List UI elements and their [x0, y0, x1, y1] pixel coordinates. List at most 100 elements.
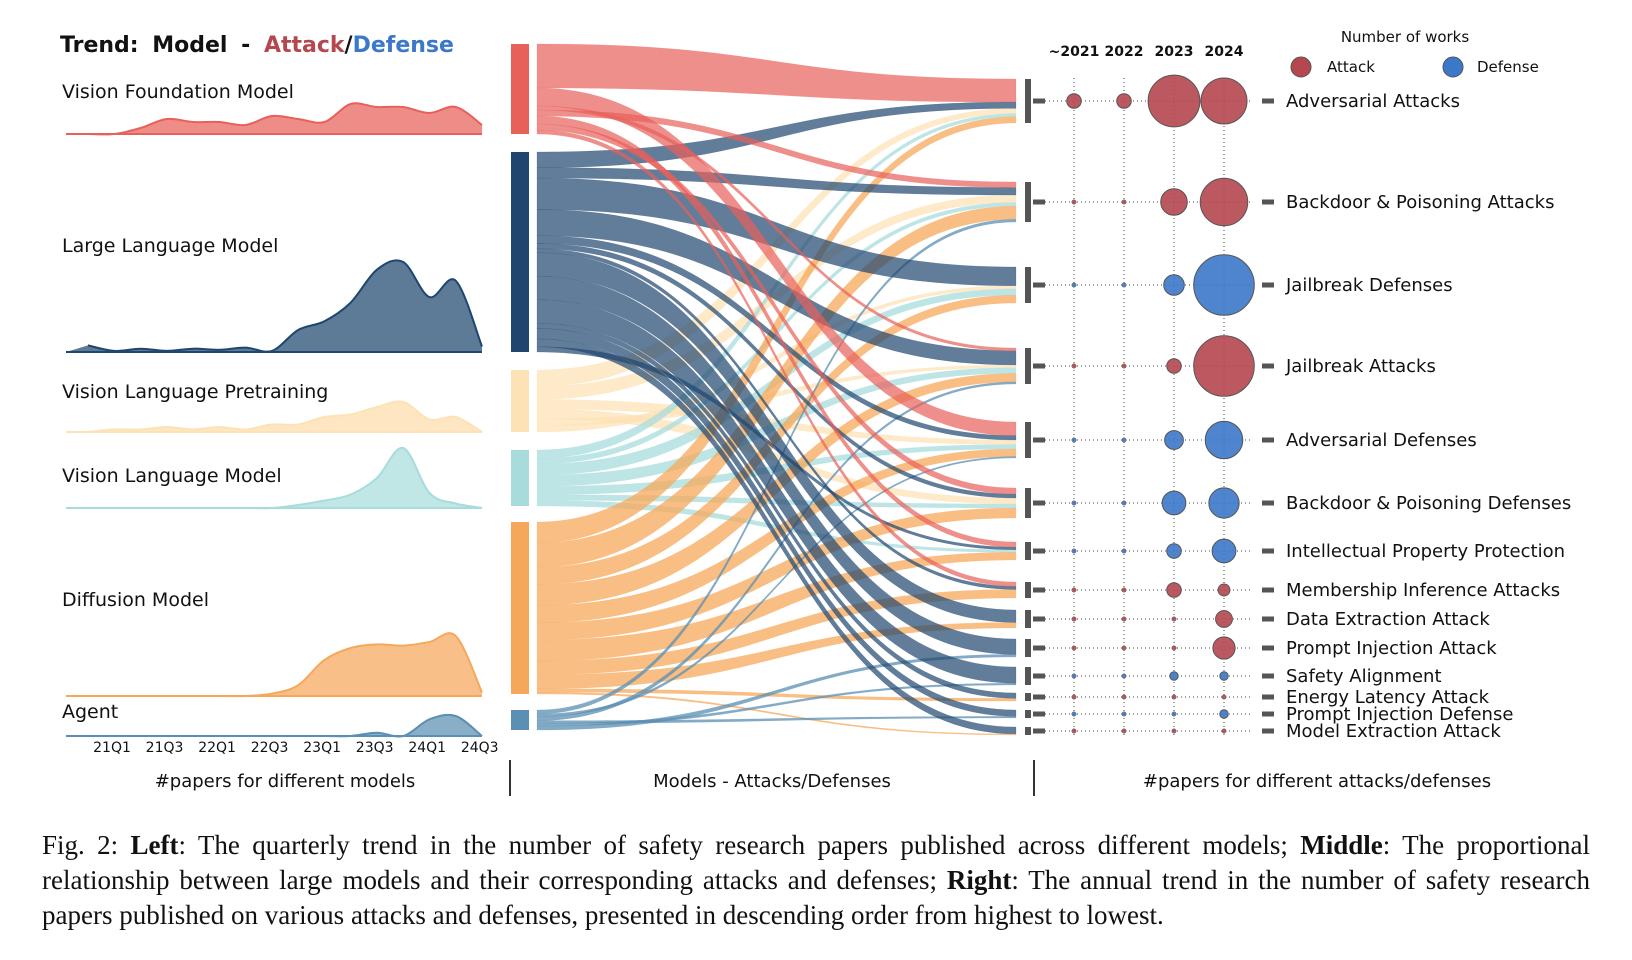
- category-node-prompt-injection-attack: [1025, 639, 1031, 657]
- category-tick: [1262, 616, 1274, 622]
- bubble-prompt-injection-attack: [1121, 645, 1127, 651]
- category-label-backdoor-poisoning-defenses: Backdoor & Poisoning Defenses: [1286, 493, 1571, 514]
- bubble-energy-latency-attack: [1171, 694, 1177, 700]
- sankey-flow-diffusion-model: [536, 622, 1017, 690]
- sankey-flow-agent: [536, 682, 1017, 727]
- bubble-membership-inference-attacks: [1071, 587, 1077, 593]
- sankey-source-diffusion-model: [511, 522, 529, 694]
- category-tick: [1262, 199, 1274, 205]
- bubble-adversarial-attacks: [1116, 93, 1132, 109]
- category-label-intellectual-property-protection: Intellectual Property Protection: [1286, 541, 1565, 562]
- category-label-jailbreak-attacks: Jailbreak Attacks: [1285, 356, 1436, 377]
- legend-defense-label: Defense: [1477, 58, 1539, 76]
- bubble-safety-alignment: [1169, 671, 1179, 681]
- bubble-prompt-injection-defense: [1219, 709, 1229, 719]
- left-trend-panel: Vision Foundation Model Large Language Mo…: [62, 81, 499, 756]
- bubble-prompt-injection-attack: [1071, 645, 1077, 651]
- model-label-vision-language-pretraining: Vision Language Pretraining: [62, 381, 328, 403]
- sankey-source-vision-language-pretraining: [511, 370, 529, 432]
- bubble-adversarial-attacks: [1200, 77, 1248, 125]
- trend-area-large-language-model: [66, 260, 482, 352]
- category-tick: [1033, 728, 1045, 734]
- category-label-model-extraction-attack: Model Extraction Attack: [1286, 721, 1501, 742]
- bubble-backdoor-poisoning-attacks: [1071, 199, 1077, 205]
- sankey-flow-vision-foundation-model: [536, 43, 1017, 103]
- bubble-membership-inference-attacks: [1121, 587, 1127, 593]
- bubble-legend: Number of works Attack Defense: [1290, 28, 1539, 78]
- category-node-jailbreak-defenses: [1025, 267, 1031, 303]
- category-tick: [1033, 363, 1045, 369]
- category-tick: [1033, 616, 1045, 622]
- category-tick: [1033, 282, 1045, 288]
- figure: Trend: Model - Attack/Defense Vision Fou…: [60, 28, 1571, 796]
- bubble-jailbreak-defenses: [1071, 282, 1077, 288]
- category-node-backdoor-poisoning-attacks: [1025, 182, 1031, 222]
- bubble-jailbreak-attacks: [1193, 335, 1255, 397]
- bubble-backdoor-poisoning-attacks: [1121, 199, 1127, 205]
- bubble-adversarial-attacks: [1066, 93, 1082, 109]
- legend-title: Number of works: [1341, 28, 1470, 46]
- quarter-tick: 24Q1: [408, 740, 446, 756]
- category-tick: [1033, 98, 1045, 104]
- bubble-energy-latency-attack: [1071, 694, 1077, 700]
- sankey-flow-large-language-model: [536, 275, 1017, 655]
- right-panel-label: #papers for different attacks/defenses: [1143, 771, 1491, 792]
- bubble-backdoor-poisoning-attacks: [1199, 177, 1249, 227]
- quarter-tick: 24Q3: [461, 740, 499, 756]
- category-tick: [1262, 282, 1274, 288]
- category-tick: [1262, 711, 1274, 717]
- sankey-flow-diffusion-model: [536, 552, 1017, 662]
- category-tick: [1033, 500, 1045, 506]
- category-tick: [1262, 500, 1274, 506]
- caption-fig: Fig. 2:: [42, 830, 119, 860]
- sankey-flow-diffusion-model: [536, 507, 1017, 641]
- bubble-jailbreak-attacks: [1071, 363, 1077, 369]
- sankey-flow-agent: [536, 456, 1017, 717]
- bubble-backdoor-poisoning-attacks: [1160, 188, 1188, 216]
- bubble-safety-alignment: [1121, 673, 1127, 679]
- category-tick: [1033, 437, 1045, 443]
- sankey-flow-vision-foundation-model: [536, 115, 1017, 548]
- bubble-intellectual-property-protection: [1166, 543, 1182, 559]
- legend-attack-label: Attack: [1327, 58, 1375, 76]
- caption-right-label: Right: [946, 865, 1012, 895]
- bubble-membership-inference-attacks: [1166, 582, 1182, 598]
- bubble-adversarial-defenses: [1121, 437, 1127, 443]
- category-tick: [1262, 587, 1274, 593]
- category-tick: [1262, 98, 1274, 104]
- legend-attack-marker: [1290, 56, 1312, 78]
- sankey-flow-diffusion-model: [536, 589, 1017, 676]
- category-tick: [1033, 548, 1045, 554]
- category-node-data-extraction-attack: [1025, 610, 1031, 628]
- model-label-large-language-model: Large Language Model: [62, 235, 278, 257]
- sankey-flow-large-language-model: [536, 299, 1017, 684]
- category-tick: [1262, 645, 1274, 651]
- bubble-model-extraction-attack: [1171, 728, 1177, 734]
- sankey-flow-large-language-model: [536, 235, 1017, 441]
- bubble-data-extraction-attack: [1121, 616, 1127, 622]
- figure-caption: Fig. 2: Left: The quarterly trend in the…: [42, 828, 1590, 933]
- category-tick: [1033, 711, 1045, 717]
- middle-panel-label: Models - Attacks/Defenses: [653, 771, 891, 792]
- sankey-flow-vision-foundation-model: [536, 109, 1017, 188]
- sankey-flow-agent: [536, 381, 1017, 721]
- title-defense: Defense: [353, 33, 454, 58]
- trend-area-vision-language-model: [66, 447, 482, 509]
- sankey-flow-large-language-model: [536, 328, 1017, 717]
- sankey-flow-vision-foundation-model: [536, 87, 1017, 436]
- quarter-tick: 22Q1: [198, 740, 236, 756]
- bubble-data-extraction-attack: [1215, 610, 1233, 628]
- category-label-data-extraction-attack: Data Extraction Attack: [1286, 609, 1490, 630]
- bubble-backdoor-poisoning-defenses: [1121, 500, 1127, 506]
- bubble-prompt-injection-attack: [1212, 636, 1236, 660]
- model-label-vision-foundation-model: Vision Foundation Model: [62, 81, 294, 103]
- trend-area-agent: [66, 714, 482, 737]
- sankey-flow-large-language-model: [536, 243, 1017, 499]
- sankey-flow-diffusion-model: [536, 688, 1017, 702]
- category-tick: [1262, 694, 1274, 700]
- bubble-safety-alignment: [1219, 671, 1229, 681]
- category-tick: [1033, 587, 1045, 593]
- sankey-flow-large-language-model: [536, 322, 1017, 699]
- category-node-energy-latency-attack: [1025, 693, 1031, 701]
- sankey-flow-vision-foundation-model: [536, 123, 1017, 495]
